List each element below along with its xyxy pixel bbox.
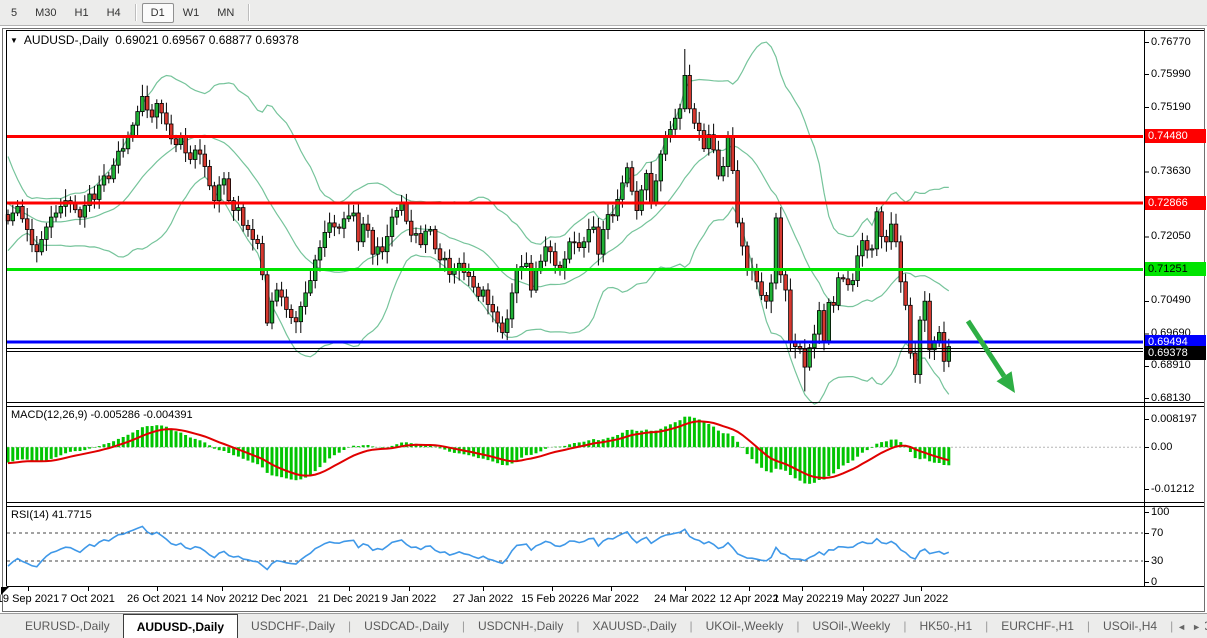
instrument-tab[interactable]: USDCAD-,Daily	[364, 619, 449, 633]
price-axis-strip[interactable]	[1144, 30, 1207, 586]
rsi-indicator-label: RSI(14) 41.7715	[11, 509, 92, 521]
tab-separator: |	[1170, 619, 1174, 633]
symbol-dropdown-icon[interactable]: ▼	[10, 36, 18, 45]
history-start-marker	[1, 587, 9, 595]
date-tick-label: 19 Sep 2021	[0, 593, 60, 605]
date-tick-label: 27 Jan 2022	[452, 593, 514, 605]
price-tick-label: 0.72050	[1151, 229, 1191, 242]
price-tick-label: 0.68910	[1151, 359, 1191, 372]
instrument-tab[interactable]: EURUSD-,Daily	[25, 619, 110, 633]
main-chart-pane[interactable]	[7, 30, 1143, 402]
price-line-badge: 0.74480	[1145, 129, 1206, 144]
tab-scroll-buttons: ◄ ►	[1173, 614, 1205, 638]
date-tick-label: 7 Jun 2022	[893, 593, 949, 605]
instrument-tab[interactable]: USOil-,Weekly	[812, 619, 891, 633]
price-tick-label: 0.76770	[1151, 35, 1191, 48]
rsi-pane[interactable]	[7, 506, 1143, 586]
price-line-badge: 0.71251	[1145, 262, 1206, 277]
date-tick-label: 24 Mar 2022	[654, 593, 716, 605]
tab-separator: |	[903, 619, 907, 633]
macd-tick-label: -0.01212	[1151, 482, 1195, 495]
date-tick-label: 12 Apr 2022	[719, 593, 779, 605]
date-tick-label: 26 Oct 2021	[127, 593, 187, 605]
instrument-tab[interactable]: EURCHF-,H1	[1001, 619, 1074, 633]
timeframe-button[interactable]: D1	[141, 2, 174, 23]
price-tick-label: 0.70490	[1151, 294, 1191, 307]
tab-separator: |	[796, 619, 800, 633]
rsi-tick-label: 0	[1151, 575, 1158, 588]
price-tick-label: 0.75190	[1151, 100, 1191, 113]
tab-separator: |	[576, 619, 580, 633]
timeframe-button[interactable]: H4	[106, 6, 121, 19]
instrument-tab[interactable]: USDCNH-,Daily	[477, 619, 564, 633]
timeframe-button[interactable]: H1	[74, 6, 89, 19]
tab-separator: |	[461, 619, 465, 633]
date-tick-label: 2 Dec 2021	[251, 593, 309, 605]
toolbar-separator	[134, 4, 137, 21]
price-tick-label: 0.68130	[1151, 391, 1191, 404]
instrument-tab[interactable]: HK50-,H1	[919, 619, 973, 633]
price-line-badge: 0.69378	[1145, 345, 1206, 360]
price-line-badge: 0.69494	[1145, 334, 1206, 349]
rsi-tick-label: 100	[1151, 505, 1170, 518]
tab-separator: |	[348, 619, 352, 633]
timeframe-button[interactable]: M30	[35, 6, 57, 19]
instrument-tab[interactable]: USDCHF-,Daily	[251, 619, 336, 633]
chart-title-ohlc: 0.69021 0.69567 0.68877 0.69378	[115, 33, 299, 47]
timeframe-button[interactable]: W1	[182, 6, 200, 19]
instrument-tab[interactable]: XAUUSD-,Daily	[592, 619, 677, 633]
date-tick-label: 14 Nov 2021	[190, 593, 254, 605]
timeframe-toolbar: 5 M30 H1 H4 D1 W1 MN	[0, 0, 1207, 26]
chart-title-symbol: AUDUSD-,Daily	[23, 33, 109, 47]
tab-separator: |	[985, 619, 989, 633]
date-tick-label: 1 May 2022	[773, 593, 831, 605]
instrument-tabbar: EURUSD-,Daily AUDUSD-,Daily USDCHF-,Daily |…	[0, 613, 1207, 638]
tab-scroll-right-button[interactable]: ►	[1192, 621, 1201, 632]
date-tick-label: 9 Jan 2022	[381, 593, 437, 605]
rsi-tick-label: 30	[1151, 554, 1164, 567]
chart-window: ▼ AUDUSD-,Daily 0.69021 0.69567 0.68877 0…	[0, 26, 1207, 613]
date-tick-label: 7 Oct 2021	[61, 593, 115, 605]
chart-title: ▼ AUDUSD-,Daily 0.69021 0.69567 0.68877 0…	[10, 33, 299, 47]
tab-scroll-left-button[interactable]: ◄	[1177, 621, 1187, 632]
instrument-tab[interactable]: USOil-,H4	[1103, 619, 1158, 633]
timeframe-button[interactable]: 5	[11, 6, 18, 19]
timeframe-button[interactable]: MN	[217, 6, 235, 19]
price-tick-label: 0.75990	[1151, 67, 1191, 80]
rsi-tick-label: 70	[1151, 526, 1164, 539]
date-tick-label: 15 Feb 2022	[521, 593, 583, 605]
price-tick-label: 0.73630	[1151, 164, 1191, 177]
date-tick-label: 19 May 2022	[831, 593, 895, 605]
toolbar-separator	[248, 4, 251, 21]
tab-separator: |	[1086, 619, 1091, 633]
instrument-tab[interactable]: UKOil-,Weekly	[705, 619, 784, 633]
date-tick-label: 6 Mar 2022	[583, 593, 639, 605]
macd-tick-label: 0.008197	[1151, 412, 1197, 425]
instrument-tab[interactable]: AUDUSD-,Daily	[122, 614, 239, 638]
macd-indicator-label: MACD(12,26,9) -0.005286 -0.004391	[11, 409, 193, 421]
macd-tick-label: 0.00	[1151, 440, 1173, 453]
date-tick-label: 21 Dec 2021	[317, 593, 381, 605]
price-line-badge: 0.72866	[1145, 195, 1206, 210]
tab-separator: |	[689, 619, 693, 633]
